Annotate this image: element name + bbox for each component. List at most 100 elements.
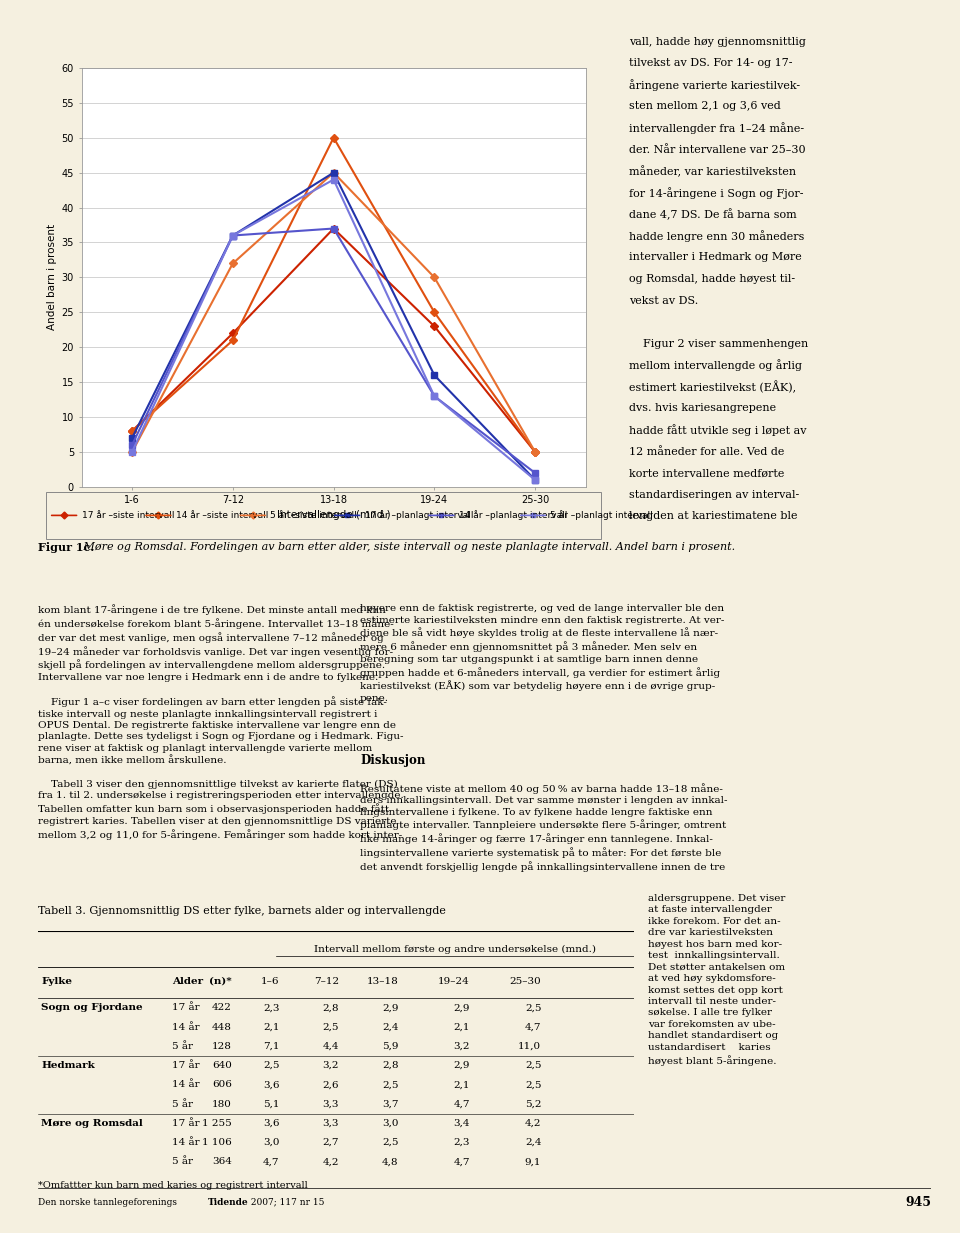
Text: Resultatene viste at mellom 40 og 50 % av barna hadde 13–18 måne-
ders innkallin: Resultatene viste at mellom 40 og 50 % a… [360, 783, 728, 872]
Text: 5 år –siste intervall: 5 år –siste intervall [271, 510, 357, 520]
Text: Møre og Romsdal: Møre og Romsdal [41, 1118, 143, 1128]
Text: 3,2: 3,2 [323, 1062, 339, 1070]
Text: 4,8: 4,8 [382, 1158, 398, 1166]
Text: 2,5: 2,5 [382, 1080, 398, 1089]
Text: 14 år: 14 år [173, 1080, 200, 1089]
Text: 5 år –planlagt intervall: 5 år –planlagt intervall [550, 510, 653, 520]
X-axis label: Intervallengde (mnd.): Intervallengde (mnd.) [276, 510, 391, 520]
Text: 17 år: 17 år [173, 1062, 200, 1070]
Text: og Romsdal, hadde høyest til-: og Romsdal, hadde høyest til- [629, 274, 795, 284]
Text: 1 255: 1 255 [203, 1118, 232, 1128]
Text: 640: 640 [212, 1062, 232, 1070]
Text: for 14-åringene i Sogn og Fjor-: for 14-åringene i Sogn og Fjor- [629, 186, 804, 199]
Text: 2,1: 2,1 [453, 1080, 470, 1089]
Text: der. Når intervallene var 25–30: der. Når intervallene var 25–30 [629, 144, 805, 154]
Text: 13–18: 13–18 [367, 977, 398, 986]
Text: intervallengder fra 1–24 måne-: intervallengder fra 1–24 måne- [629, 122, 804, 134]
Text: åringene varierte kariestilvek-: åringene varierte kariestilvek- [629, 79, 800, 91]
Text: 4,7: 4,7 [453, 1158, 470, 1166]
Text: hadde lengre enn 30 måneders: hadde lengre enn 30 måneders [629, 229, 804, 242]
Text: 3,3: 3,3 [323, 1118, 339, 1128]
Text: 14 år: 14 år [173, 1138, 200, 1147]
Text: (n)*: (n)* [209, 977, 232, 986]
Text: 2,5: 2,5 [382, 1138, 398, 1147]
Text: estimert kariestilvekst (EÅK),: estimert kariestilvekst (EÅK), [629, 381, 796, 393]
Text: 2007; 117 nr 15: 2007; 117 nr 15 [249, 1197, 324, 1207]
Text: Figur 2 viser sammenhengen: Figur 2 viser sammenhengen [629, 339, 808, 349]
Text: sten mellom 2,1 og 3,6 ved: sten mellom 2,1 og 3,6 ved [629, 101, 780, 111]
Text: måneder, var kariestilveksten: måneder, var kariestilveksten [629, 165, 796, 176]
Text: 3,0: 3,0 [382, 1118, 398, 1128]
Text: 17 år: 17 år [173, 1118, 200, 1128]
Text: 14 år –siste intervall: 14 år –siste intervall [176, 510, 268, 520]
Text: tilvekst av DS. For 14- og 17-: tilvekst av DS. For 14- og 17- [629, 58, 792, 68]
Text: 3,7: 3,7 [382, 1100, 398, 1108]
Text: 5 år: 5 år [173, 1100, 193, 1108]
Text: 2,3: 2,3 [263, 1004, 279, 1012]
Text: Alder: Alder [173, 977, 204, 986]
Text: høyere enn de faktisk registrerte, og ved de lange intervaller ble den
estimerte: høyere enn de faktisk registrerte, og ve… [360, 604, 725, 703]
Text: 4,7: 4,7 [525, 1022, 541, 1032]
Text: 2,9: 2,9 [453, 1004, 470, 1012]
Text: 2,9: 2,9 [382, 1004, 398, 1012]
Text: 1–6: 1–6 [261, 977, 279, 986]
Text: 448: 448 [212, 1022, 232, 1032]
Text: 4,2: 4,2 [323, 1158, 339, 1166]
Text: 3,3: 3,3 [323, 1100, 339, 1108]
Text: 25–30: 25–30 [510, 977, 541, 986]
Y-axis label: Andel barn i prosent: Andel barn i prosent [47, 224, 58, 330]
Text: 364: 364 [212, 1158, 232, 1166]
Text: Diskusjon: Diskusjon [360, 755, 425, 767]
Text: 2,5: 2,5 [525, 1062, 541, 1070]
Text: 606: 606 [212, 1080, 232, 1089]
Text: 3,6: 3,6 [263, 1118, 279, 1128]
Text: 2,8: 2,8 [323, 1004, 339, 1012]
Text: 2,4: 2,4 [382, 1022, 398, 1032]
Text: lengden at kariestimatene ble: lengden at kariestimatene ble [629, 512, 798, 522]
Text: 2,9: 2,9 [453, 1062, 470, 1070]
Text: 2,1: 2,1 [453, 1022, 470, 1032]
Text: Figur 1c.: Figur 1c. [38, 541, 95, 552]
Text: 2,8: 2,8 [382, 1062, 398, 1070]
Text: 5,1: 5,1 [263, 1100, 279, 1108]
Text: 2,5: 2,5 [525, 1004, 541, 1012]
Text: Tabell 3. Gjennomsnittlig DS etter fylke, barnets alder og intervallengde: Tabell 3. Gjennomsnittlig DS etter fylke… [38, 906, 446, 916]
Text: 7–12: 7–12 [314, 977, 339, 986]
Text: 17 år –siste intervall: 17 år –siste intervall [82, 510, 174, 520]
Text: *Omfattter kun barn med karies og registrert intervall: *Omfattter kun barn med karies og regist… [38, 1181, 308, 1190]
Text: 2,5: 2,5 [263, 1062, 279, 1070]
Text: 2,1: 2,1 [263, 1022, 279, 1032]
Text: 4,7: 4,7 [453, 1100, 470, 1108]
Text: intervaller i Hedmark og Møre: intervaller i Hedmark og Møre [629, 253, 802, 263]
Text: kom blant 17-åringene i de tre fylkene. Det minste antall med kun
én undersøkels: kom blant 17-åringene i de tre fylkene. … [38, 604, 404, 840]
Text: 9,1: 9,1 [525, 1158, 541, 1166]
Text: 3,0: 3,0 [263, 1138, 279, 1147]
Text: 128: 128 [212, 1042, 232, 1051]
Text: Fylke: Fylke [41, 977, 72, 986]
Text: 4,7: 4,7 [263, 1158, 279, 1166]
Text: vall, hadde høy gjennomsnittlig: vall, hadde høy gjennomsnittlig [629, 37, 805, 47]
Text: 4,4: 4,4 [323, 1042, 339, 1051]
Text: Intervall mellom første og andre undersøkelse (mnd.): Intervall mellom første og andre undersø… [314, 944, 596, 953]
Text: 3,4: 3,4 [453, 1118, 470, 1128]
Text: 3,6: 3,6 [263, 1080, 279, 1089]
Text: standardiseringen av interval-: standardiseringen av interval- [629, 490, 799, 499]
Text: 17 år –planlagt intervall: 17 år –planlagt intervall [365, 510, 473, 520]
Text: 11,0: 11,0 [518, 1042, 541, 1051]
Text: 945: 945 [905, 1196, 931, 1208]
Text: 422: 422 [212, 1004, 232, 1012]
Text: 14 år: 14 år [173, 1022, 200, 1032]
Text: dvs. hvis kariesangrepene: dvs. hvis kariesangrepene [629, 403, 776, 413]
Text: 12 måneder for alle. Ved de: 12 måneder for alle. Ved de [629, 446, 784, 456]
Text: 3,2: 3,2 [453, 1042, 470, 1051]
Text: 19–24: 19–24 [438, 977, 470, 986]
Text: Den norske tannlegeforenings: Den norske tannlegeforenings [38, 1197, 180, 1207]
Text: aldersgruppene. Det viser
at faste intervallengder
ikke forekom. For det an-
dre: aldersgruppene. Det viser at faste inter… [648, 894, 785, 1065]
Text: 2,3: 2,3 [453, 1138, 470, 1147]
Text: dane 4,7 DS. De få barna som: dane 4,7 DS. De få barna som [629, 208, 797, 219]
Text: 7,1: 7,1 [263, 1042, 279, 1051]
Text: 1 106: 1 106 [203, 1138, 232, 1147]
Text: 5,9: 5,9 [382, 1042, 398, 1051]
Text: Møre og Romsdal. Fordelingen av barn etter alder, siste intervall og neste planl: Møre og Romsdal. Fordelingen av barn ett… [80, 541, 735, 552]
Text: Hedmark: Hedmark [41, 1062, 95, 1070]
